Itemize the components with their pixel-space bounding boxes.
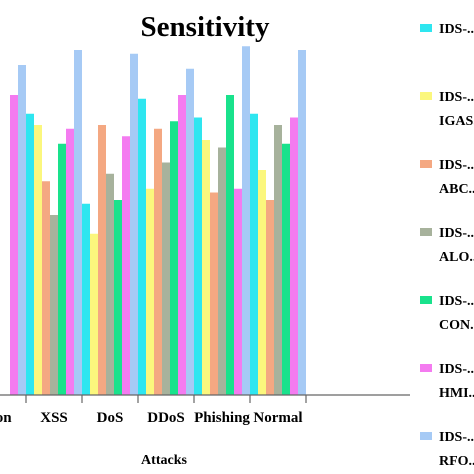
legend-label-line2: RFO... — [439, 454, 474, 469]
x-axis-title: Attacks — [141, 453, 187, 468]
bar-3-4 — [154, 128, 162, 395]
legend-swatch — [420, 24, 432, 32]
bar-6-2 — [66, 128, 74, 395]
bar-7-6 — [298, 50, 306, 395]
bar-7-2 — [74, 50, 82, 395]
legend-swatch — [420, 296, 432, 304]
bar-4-4 — [162, 162, 170, 395]
bar-7-5 — [242, 46, 250, 395]
legend-swatch — [420, 92, 432, 100]
bar-3-3 — [98, 125, 106, 395]
bar-7-1 — [18, 65, 26, 395]
bar-6-6 — [290, 117, 298, 395]
bar-2-5 — [202, 140, 210, 395]
x-tick-label: DoS — [97, 410, 124, 426]
legend-label: IDS-... — [439, 90, 474, 105]
x-tick-label: DDoS — [147, 410, 185, 426]
legend-label: IDS-... — [439, 294, 474, 309]
bar-4-3 — [106, 173, 114, 395]
legend-swatch — [420, 228, 432, 236]
bar-5-3 — [114, 200, 122, 395]
legend-label: IDS-... — [439, 22, 474, 37]
legend-label-line2: ABC... — [439, 182, 474, 197]
bar-3-5 — [210, 192, 218, 395]
x-tick-label: Normal — [253, 410, 302, 426]
bars-layer — [10, 46, 306, 395]
bar-1-3 — [82, 203, 90, 395]
bar-7-3 — [130, 53, 138, 395]
bar-5-5 — [226, 95, 234, 395]
bar-2-6 — [258, 170, 266, 395]
bar-5-4 — [170, 121, 178, 395]
legend-label-line2: ALO... — [439, 250, 474, 265]
legend: IDS-... IDS-... IGAS... IDS-... ABC... IDS-..… — [420, 22, 474, 469]
bar-6-5 — [234, 188, 242, 395]
legend-swatch — [420, 364, 432, 372]
bar-4-2 — [50, 215, 58, 395]
legend-label-line2: CON... — [439, 318, 474, 333]
bar-2-4 — [146, 188, 154, 395]
bar-7-4 — [186, 68, 194, 395]
bar-5-2 — [58, 143, 66, 395]
bar-4-6 — [274, 125, 282, 395]
bar-1-5 — [194, 117, 202, 395]
x-tick-label: ...on — [0, 410, 12, 426]
bar-6-4 — [178, 95, 186, 395]
bar-3-2 — [42, 181, 50, 395]
bar-1-6 — [250, 113, 258, 395]
legend-swatch — [420, 160, 432, 168]
bar-4-5 — [218, 147, 226, 395]
bar-2-3 — [90, 233, 98, 395]
bar-1-2 — [26, 113, 34, 395]
x-tick-label: XSS — [40, 410, 68, 426]
legend-label: IDS-... — [439, 226, 474, 241]
bar-5-6 — [282, 143, 290, 395]
bar-2-2 — [34, 125, 42, 395]
legend-label: IDS-... — [439, 158, 474, 173]
bar-1-4 — [138, 98, 146, 395]
x-tick-label: Phishing — [194, 410, 250, 426]
chart-title: Sensitivity — [141, 11, 270, 43]
bar-6-1 — [10, 95, 18, 395]
bar-3-6 — [266, 200, 274, 395]
legend-label: IDS-... — [439, 362, 474, 377]
legend-label-line2: HMI... — [439, 386, 474, 401]
legend-swatch — [420, 432, 432, 440]
legend-label-line2: IGAS... — [439, 114, 474, 129]
bar-6-3 — [122, 136, 130, 395]
legend-label: IDS-... — [439, 430, 474, 445]
